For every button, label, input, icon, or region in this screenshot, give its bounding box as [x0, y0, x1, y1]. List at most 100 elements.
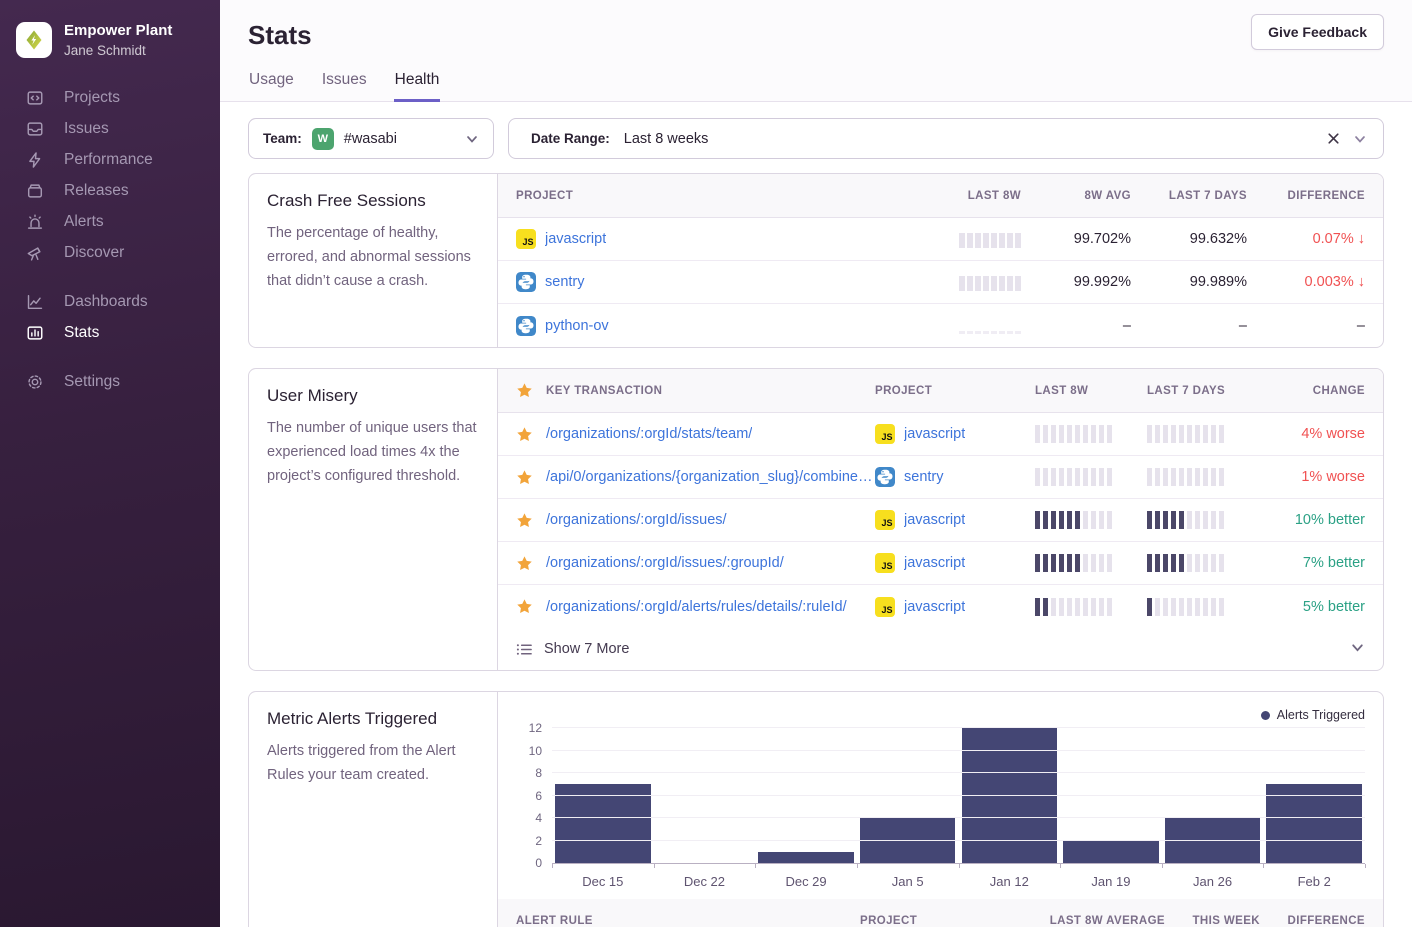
- sidebar-item-label: Settings: [64, 373, 120, 391]
- change-value: 10% better: [1295, 512, 1365, 528]
- last-7-days-value: 99.989%: [1131, 274, 1247, 290]
- javascript-project-icon: JS: [516, 229, 536, 249]
- sparkline-last-8w: [959, 231, 1021, 248]
- team-filter-value: #wasabi: [344, 131, 463, 147]
- chart-legend: Alerts Triggered: [1261, 708, 1365, 722]
- chart-bar: [959, 728, 1061, 863]
- sidebar-item-label: Projects: [64, 89, 120, 107]
- tab-issues[interactable]: Issues: [321, 71, 368, 102]
- sidebar-item-performance[interactable]: Performance: [0, 144, 220, 175]
- difference-value: –: [1357, 318, 1365, 334]
- star-icon[interactable]: [516, 555, 533, 572]
- panel-title: Metric Alerts Triggered: [267, 709, 479, 729]
- project-link[interactable]: javascript: [904, 426, 965, 442]
- table-row: JSjavascript 99.702% 99.632% 0.07% ↓: [498, 218, 1383, 261]
- project-link[interactable]: javascript: [904, 599, 965, 615]
- x-axis-label: Jan 19: [1060, 874, 1162, 889]
- sidebar-item-dashboards[interactable]: Dashboards: [0, 286, 220, 317]
- clear-icon[interactable]: [1324, 129, 1343, 148]
- javascript-project-icon: JS: [875, 553, 895, 573]
- chart-plot-area: 024681012: [552, 728, 1365, 864]
- sidebar-item-label: Dashboards: [64, 293, 148, 311]
- date-range-filter[interactable]: Date Range: Last 8 weeks: [508, 118, 1384, 159]
- chart-bar: [1263, 728, 1365, 863]
- crash-free-description-cell: Crash Free Sessions The percentage of he…: [249, 174, 498, 347]
- org-header[interactable]: Empower Plant Jane Schmidt: [0, 18, 220, 82]
- panel-description: The percentage of healthy, errored, and …: [267, 222, 479, 294]
- score-bar-last-7-days: [1147, 425, 1265, 443]
- tab-usage[interactable]: Usage: [248, 71, 295, 102]
- sparkline-last-8w: [959, 317, 1021, 334]
- main-area: Stats Give Feedback Usage Issues Health Te…: [220, 0, 1412, 927]
- transaction-link[interactable]: /organizations/:orgId/stats/team/: [546, 426, 752, 442]
- give-feedback-button[interactable]: Give Feedback: [1251, 14, 1384, 50]
- star-icon[interactable]: [516, 469, 533, 486]
- chevron-down-icon: [1351, 130, 1369, 148]
- python-project-icon: [875, 467, 895, 487]
- chart-bar: [654, 728, 756, 863]
- transaction-link[interactable]: /api/0/organizations/{organization_slug}…: [546, 469, 872, 485]
- sidebar-item-releases[interactable]: Releases: [0, 175, 220, 206]
- transaction-link[interactable]: /organizations/:orgId/alerts/rules/detai…: [546, 599, 847, 615]
- star-icon[interactable]: [516, 426, 533, 443]
- javascript-project-icon: JS: [875, 510, 895, 530]
- sidebar-item-issues[interactable]: Issues: [0, 113, 220, 144]
- x-axis-label: Dec 29: [755, 874, 857, 889]
- chart-bar: [1162, 728, 1264, 863]
- transaction-link[interactable]: /organizations/:orgId/issues/:groupId/: [546, 555, 784, 571]
- panel-description: Alerts triggered from the Alert Rules yo…: [267, 740, 479, 788]
- crash-free-table: PROJECTLAST 8W8W AVGLAST 7 DAYSDIFFERENC…: [498, 174, 1383, 347]
- metric-alerts-description-cell: Metric Alerts Triggered Alerts triggered…: [249, 692, 498, 927]
- user-misery-table-header: KEY TRANSACTIONPROJECTLAST 8WLAST 7 DAYS…: [498, 369, 1383, 413]
- change-value: 4% worse: [1301, 426, 1365, 442]
- project-link[interactable]: sentry: [545, 274, 585, 290]
- sidebar-item-projects[interactable]: Projects: [0, 82, 220, 113]
- star-icon[interactable]: [516, 598, 533, 615]
- sidebar-item-settings[interactable]: Settings: [0, 366, 220, 397]
- nav-group-tertiary: Settings: [0, 366, 220, 397]
- table-row: /organizations/:orgId/issues/:groupId/ J…: [498, 542, 1383, 585]
- table-row: /organizations/:orgId/alerts/rules/detai…: [498, 585, 1383, 628]
- project-link[interactable]: javascript: [904, 555, 965, 571]
- x-axis-label: Feb 2: [1263, 874, 1365, 889]
- score-bar-last-8w: [1035, 468, 1147, 486]
- sparkline-last-8w: [959, 274, 1021, 291]
- score-bar-last-8w: [1035, 511, 1147, 529]
- python-project-icon: [516, 272, 536, 292]
- sidebar-item-stats[interactable]: Stats: [0, 317, 220, 348]
- table-row: sentry 99.992% 99.989% 0.003% ↓: [498, 261, 1383, 304]
- column-header: THIS WEEK: [1165, 915, 1260, 927]
- x-axis-label: Jan 5: [857, 874, 959, 889]
- change-value: 7% better: [1303, 555, 1365, 571]
- sidebar-item-discover[interactable]: Discover: [0, 237, 220, 268]
- team-filter-label: Team:: [263, 131, 302, 146]
- crash-free-sessions-panel: Crash Free Sessions The percentage of he…: [248, 173, 1384, 348]
- star-icon[interactable]: [516, 512, 533, 529]
- project-link[interactable]: javascript: [904, 512, 965, 528]
- column-header: 8W AVG: [1021, 190, 1131, 202]
- page-title: Stats: [248, 20, 1384, 51]
- tab-health[interactable]: Health: [394, 71, 441, 102]
- transaction-link[interactable]: /organizations/:orgId/issues/: [546, 512, 727, 528]
- list-icon: [516, 641, 533, 658]
- sidebar-item-alerts[interactable]: Alerts: [0, 206, 220, 237]
- team-filter[interactable]: Team: W #wasabi: [248, 118, 494, 159]
- column-header: PROJECT: [516, 190, 893, 202]
- project-link[interactable]: javascript: [545, 231, 606, 247]
- crash-free-table-header: PROJECTLAST 8W8W AVGLAST 7 DAYSDIFFERENC…: [498, 174, 1383, 218]
- team-avatar: W: [312, 128, 334, 150]
- show-more-button[interactable]: Show 7 More: [498, 628, 1383, 670]
- panel-title: Crash Free Sessions: [267, 191, 479, 211]
- chevron-down-icon: [1350, 640, 1365, 659]
- table-row: python-ov – – –: [498, 304, 1383, 347]
- chart-bar: [1060, 728, 1162, 863]
- star-icon[interactable]: [516, 382, 533, 399]
- javascript-project-icon: JS: [875, 597, 895, 617]
- project-link[interactable]: python-ov: [545, 318, 609, 334]
- project-link[interactable]: sentry: [904, 469, 944, 485]
- table-row: /organizations/:orgId/issues/ JS javascri…: [498, 499, 1383, 542]
- star-column-header: [516, 382, 546, 399]
- score-bar-last-7-days: [1147, 511, 1265, 529]
- y-axis-tick-label: 0: [516, 856, 542, 870]
- nav-group-primary: Projects Issues Performance Releases Ale…: [0, 82, 220, 268]
